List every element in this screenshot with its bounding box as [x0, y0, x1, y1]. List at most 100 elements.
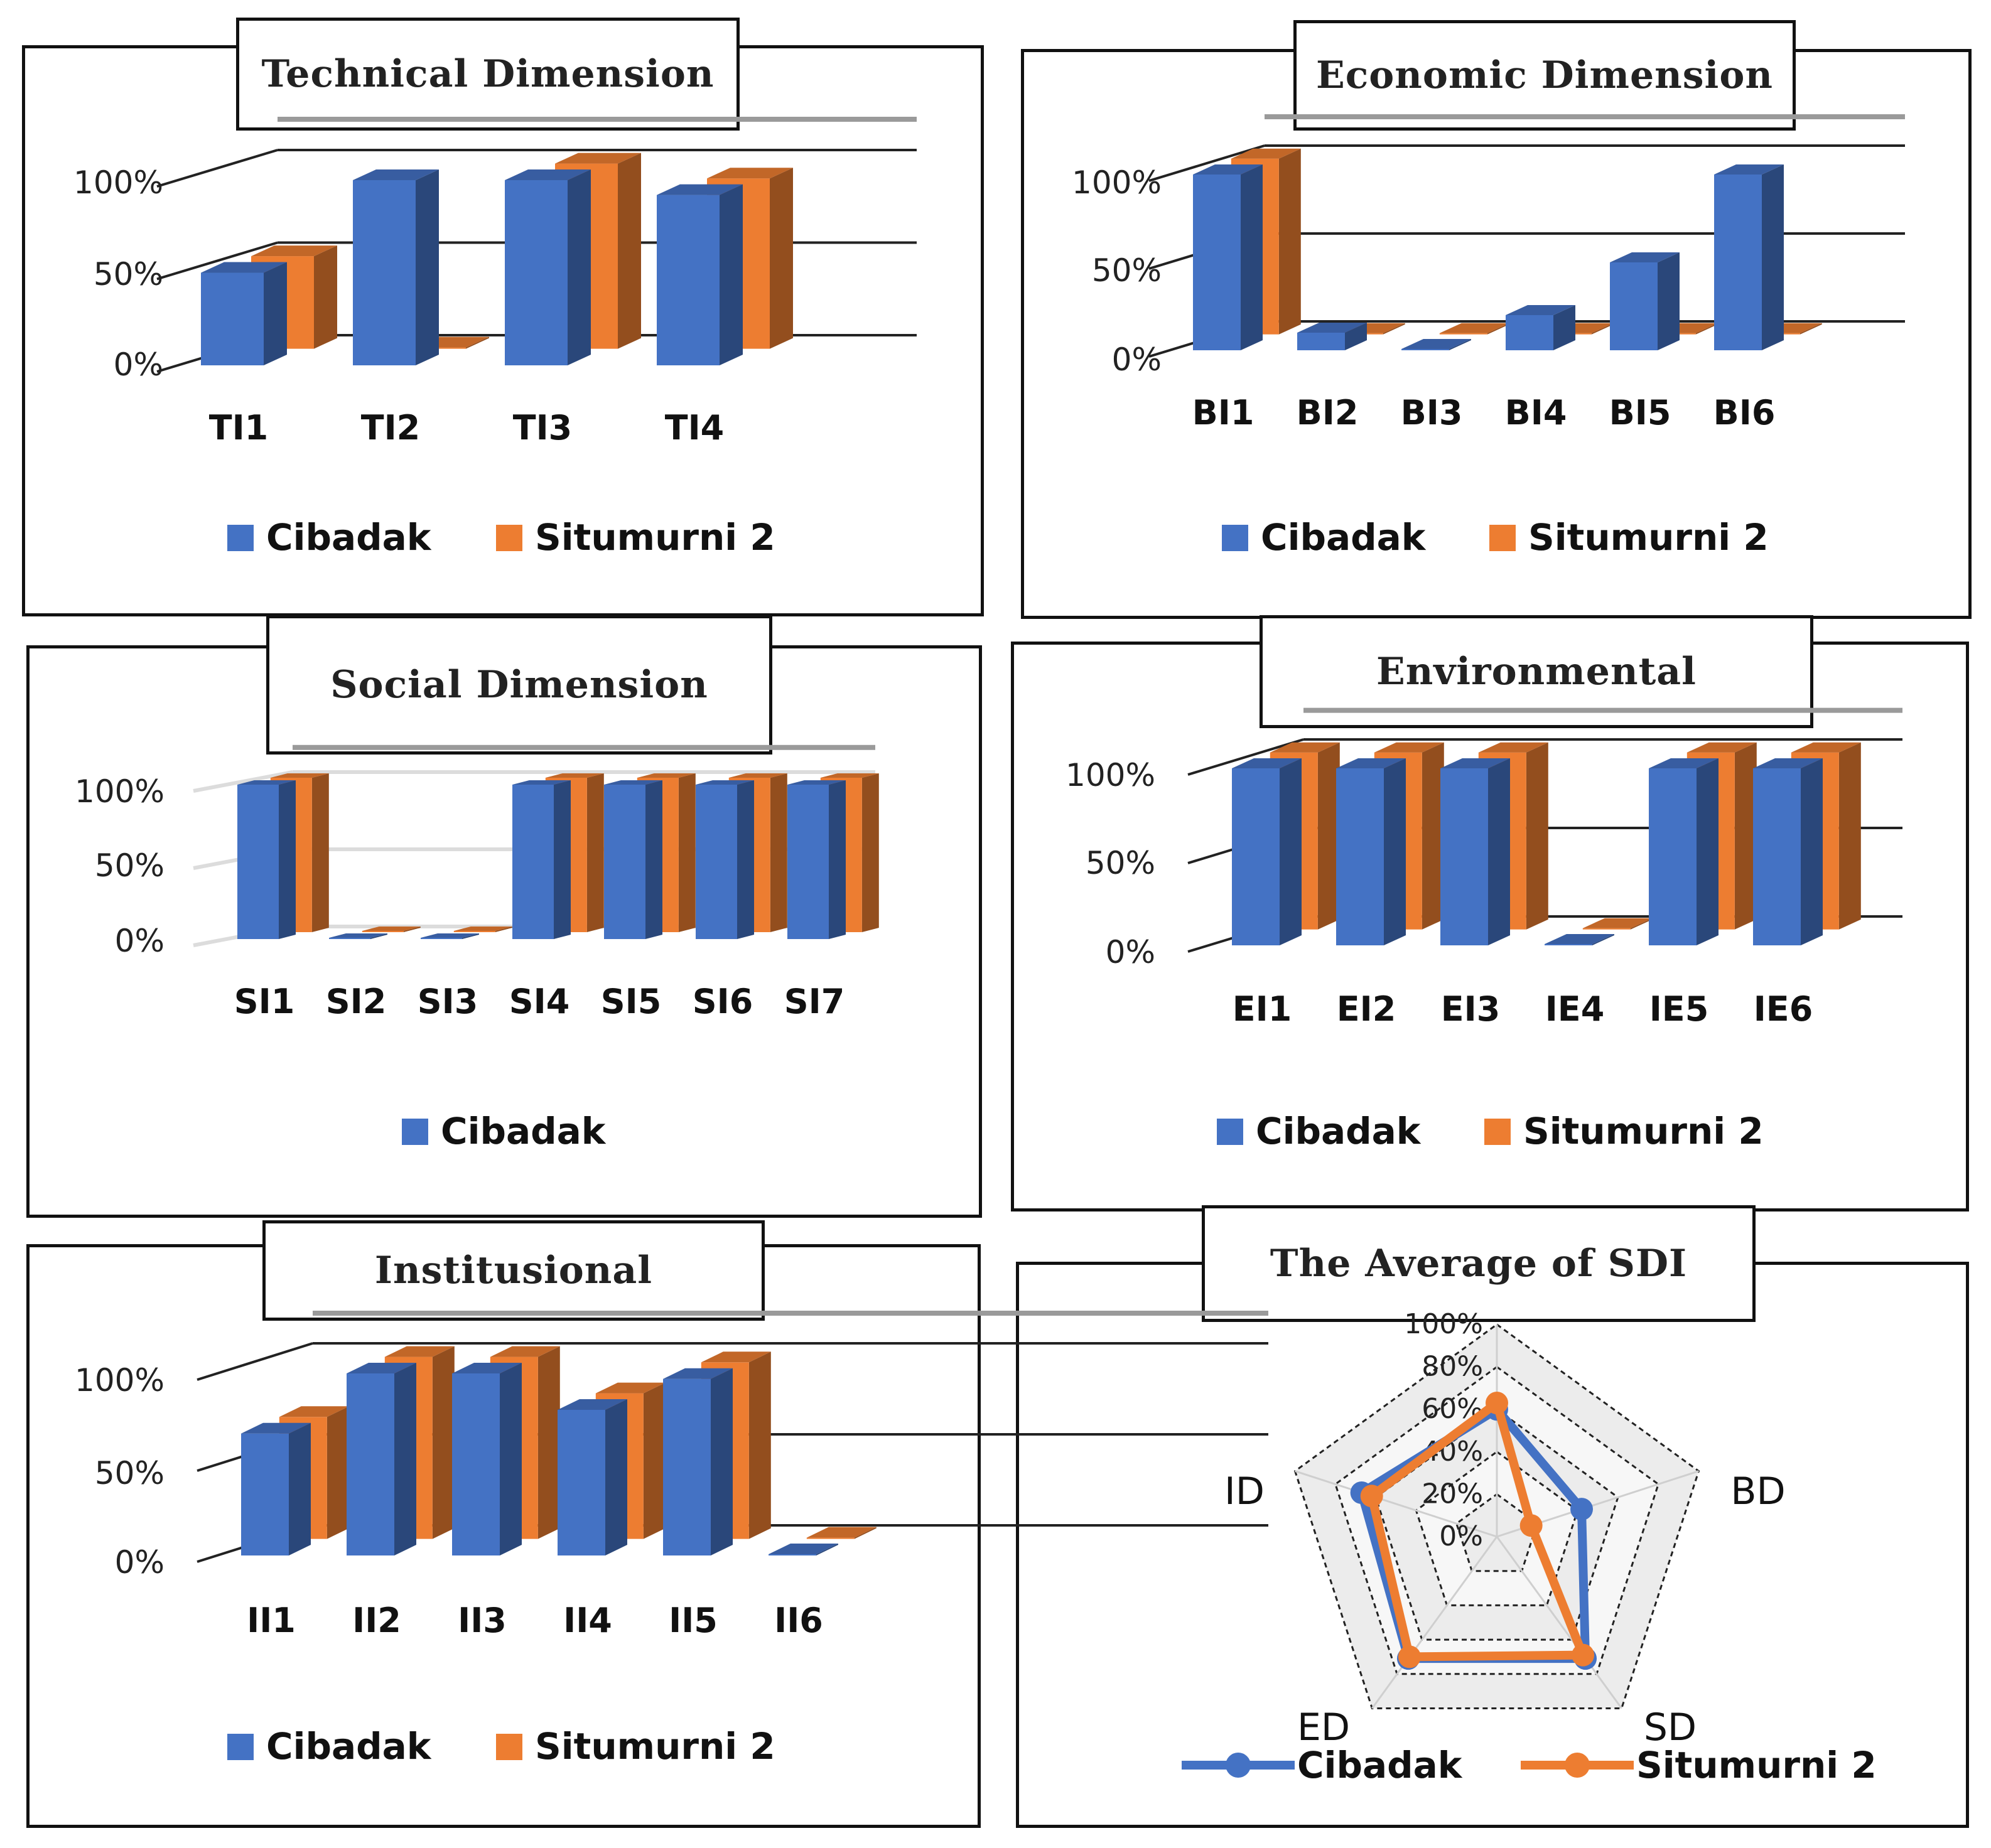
environmental-category-label: EI1 — [1233, 989, 1292, 1029]
radar-spoke — [1295, 1470, 1497, 1538]
economic-bar-cibadak-BI6-front — [1714, 175, 1762, 350]
social-bar-situmurni-SI5-top — [637, 773, 696, 778]
environmental-bar-cibadak-IE5-front — [1649, 768, 1697, 945]
technical-legend-swatch — [227, 525, 254, 551]
economic-bar-cibadak-BI2-top — [1297, 323, 1367, 333]
environmental-bar-situmurni-IE4 — [1582, 918, 1653, 930]
institutional-category-label: II3 — [458, 1601, 507, 1640]
institutional-bar-situmurni-II6-side — [854, 1527, 877, 1539]
environmental-bar-situmurni-EI3-side — [1526, 742, 1548, 930]
radar-series-situmurni — [1367, 1399, 1588, 1662]
radar-rtick: 0% — [1439, 1520, 1483, 1552]
economic-bar-situmurni-BI1-top — [1231, 148, 1301, 159]
technical-category-label: TI1 — [209, 408, 269, 448]
institutional-bar-situmurni-II4-side — [643, 1382, 666, 1539]
radar-axis-label: SD — [1644, 1706, 1697, 1749]
environmental-category-label: EI3 — [1441, 989, 1501, 1029]
social-bar-cibadak-SI4-side — [554, 780, 571, 939]
environmental-bar-cibadak-IE6-front — [1753, 768, 1801, 945]
technical-bar-cibadak-TI2-top — [353, 169, 439, 180]
economic-bar-cibadak-BI3 — [1401, 339, 1471, 350]
institutional-bar-situmurni-II2-top — [384, 1346, 455, 1357]
environmental-bar-cibadak-EI2-side — [1384, 758, 1406, 945]
environmental-bar-cibadak-EI1-top — [1232, 758, 1302, 768]
social-bar-cibadak-SI1 — [237, 780, 296, 939]
social-ytick: 0% — [115, 923, 165, 959]
radar-axis-label: ID — [1224, 1469, 1265, 1513]
social-title: Social Dimension — [266, 615, 772, 755]
environmental-bar-cibadak-EI2 — [1336, 758, 1406, 945]
radar-point-cibadak — [1570, 1498, 1594, 1521]
economic-bar-cibadak-BI3-front — [1401, 349, 1449, 350]
social-category-label: SI7 — [784, 982, 845, 1021]
institutional-chart: 0% 50% 100% II1 II2 II3 II4 II5 II6 Cibadak Situmu… — [75, 1311, 1268, 1768]
institutional-bar-cibadak-II4-front — [558, 1410, 605, 1555]
social-category-label: SI5 — [601, 982, 662, 1021]
economic-bar-cibadak-BI1-top — [1193, 164, 1263, 175]
economic-bar-situmurni-BI1-side — [1278, 148, 1301, 335]
institutional-bar-cibadak-II4 — [558, 1399, 627, 1555]
institutional-bar-situmurni-II1-top — [279, 1406, 349, 1417]
social-bar-cibadak-SI3 — [421, 933, 479, 939]
economic-category-label: BI3 — [1401, 393, 1463, 432]
social-bar-situmurni-SI1-top — [270, 773, 329, 778]
technical-ytick: 0% — [114, 346, 163, 383]
technical-legend-label: Situmurni 2 — [535, 516, 775, 559]
social-bar-cibadak-SI5-front — [604, 785, 645, 939]
environmental-bar-cibadak-IE6 — [1753, 758, 1823, 945]
economic-bar-cibadak-BI4-top — [1506, 305, 1575, 315]
social-bar-cibadak-SI7 — [787, 780, 846, 939]
technical-bar-cibadak-TI4 — [657, 184, 743, 365]
technical-legend-label: Cibadak — [266, 516, 432, 559]
radar-legend-label: Situmurni 2 — [1636, 1744, 1877, 1786]
institutional-category-label: II2 — [352, 1601, 401, 1640]
economic-category-label: BI5 — [1609, 393, 1671, 432]
social-bar-cibadak-SI3-front — [421, 938, 462, 939]
economic-bar-cibadak-BI6-side — [1762, 164, 1784, 350]
economic-bar-situmurni-BI5-side — [1695, 323, 1718, 335]
social-bar-situmurni-SI3-top — [453, 927, 512, 931]
radar-point-situmurni — [1572, 1643, 1595, 1667]
environmental-category-label: IE5 — [1649, 989, 1709, 1029]
radar-axis-label: ED — [1297, 1706, 1350, 1749]
radar-point-situmurni — [1486, 1392, 1508, 1415]
environmental-bar-situmurni-EI1-top — [1270, 742, 1340, 753]
technical-bar-cibadak-TI3-side — [568, 169, 591, 365]
environmental-ytick: 50% — [1086, 845, 1155, 881]
social-bar-cibadak-SI5 — [604, 780, 662, 939]
institutional-bar-cibadak-II5 — [663, 1368, 733, 1555]
institutional-bar-cibadak-II6-side — [816, 1544, 838, 1555]
environmental-bar-cibadak-IE5-side — [1697, 758, 1719, 945]
environmental-bar-cibadak-IE6-side — [1801, 758, 1823, 945]
institutional-bar-cibadak-II3-side — [500, 1363, 522, 1555]
social-ytick: 50% — [95, 847, 165, 884]
institutional-bar-cibadak-II5-top — [663, 1368, 733, 1379]
technical-bar-cibadak-TI3 — [505, 169, 591, 365]
social-bar-cibadak-SI2-front — [329, 938, 370, 939]
social-category-label: SI4 — [509, 982, 570, 1021]
technical-bar-cibadak-TI1-side — [264, 262, 287, 365]
institutional-category-label: II4 — [563, 1601, 612, 1640]
environmental-gridline-diag — [1187, 738, 1304, 776]
economic-category-label: BI2 — [1297, 393, 1359, 432]
institutional-bar-situmurni-II3-side — [537, 1346, 560, 1539]
social-bar-cibadak-SI5-side — [645, 780, 662, 939]
institutional-bar-situmurni-II6-top — [806, 1527, 877, 1538]
social-gridline-diag — [193, 770, 293, 793]
environmental-category-label: IE4 — [1545, 989, 1605, 1029]
radar-point-situmurni — [1360, 1485, 1383, 1508]
economic-bar-cibadak-BI6 — [1714, 164, 1784, 350]
technical-bar-cibadak-TI4-side — [720, 184, 743, 365]
technical-category-label: TI3 — [513, 408, 573, 448]
environmental-bar-situmurni-IE4-top — [1582, 918, 1653, 928]
economic-bar-cibadak-BI6-top — [1714, 164, 1784, 175]
social-bar-situmurni-SI3 — [453, 927, 512, 932]
institutional-bar-cibadak-II2 — [347, 1363, 416, 1555]
environmental-bar-cibadak-IE4 — [1545, 934, 1614, 945]
social-bar-cibadak-SI6-side — [737, 780, 754, 939]
social-category-label: SI6 — [693, 982, 753, 1021]
institutional-bar-cibadak-II1-top — [241, 1422, 311, 1434]
social-bar-situmurni-SI2-top — [362, 927, 421, 931]
